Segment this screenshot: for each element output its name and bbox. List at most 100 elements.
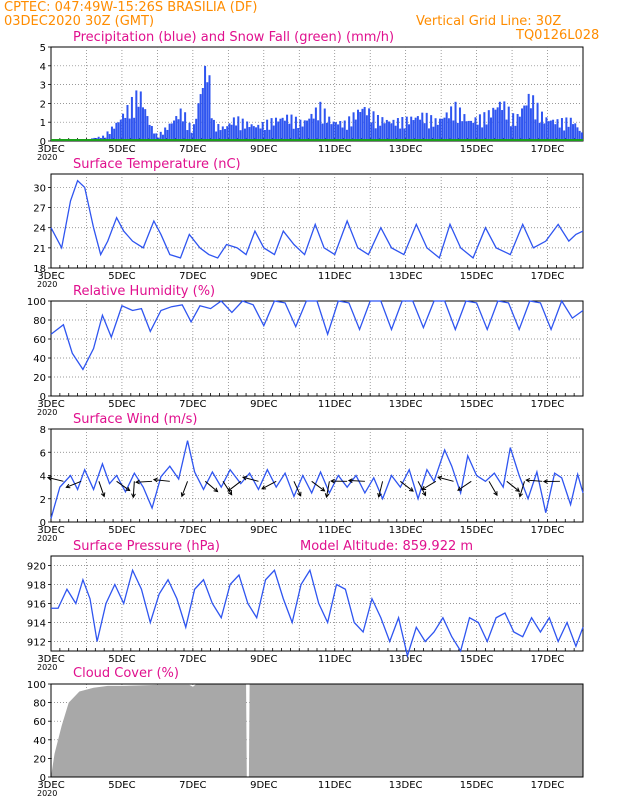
precip-bar xyxy=(325,122,328,141)
precip-bar xyxy=(270,118,273,141)
precip-bar xyxy=(396,118,399,141)
y-tick-label: 4 xyxy=(40,472,46,483)
x-tick-label: 17DEC xyxy=(531,144,565,155)
precip-bar xyxy=(379,125,382,141)
x-tick-label: 15DEC xyxy=(460,271,494,282)
precip-bar xyxy=(175,116,178,141)
precip-bar xyxy=(538,122,541,141)
precip-bar xyxy=(556,119,559,141)
precip-bar xyxy=(465,121,468,141)
y-tick-label: 40 xyxy=(33,736,46,747)
precip-bar xyxy=(354,119,357,141)
x-tick-label: 5DEC xyxy=(108,399,135,410)
precip-bar xyxy=(443,117,446,141)
precip-bar xyxy=(485,124,488,141)
precip-bar xyxy=(144,109,147,141)
y-tick-label: 80 xyxy=(33,699,46,710)
x-tick-label: 17DEC xyxy=(531,399,565,410)
wind-arrow-head xyxy=(213,487,219,493)
precip-bar xyxy=(492,107,495,141)
precip-bar xyxy=(514,125,517,141)
precip-bar xyxy=(407,124,410,141)
panel-frame xyxy=(50,428,584,523)
precip-bar xyxy=(237,116,240,141)
y-tick-label: 916 xyxy=(27,600,46,611)
precip-bar xyxy=(507,106,510,141)
x-tick-label: 5DEC xyxy=(108,525,135,536)
wind-arrow-head xyxy=(408,487,414,492)
x-tick-label: 17DEC xyxy=(531,780,565,791)
x-tick-label: 5DEC xyxy=(108,271,135,282)
precip-bar xyxy=(241,118,244,141)
precip-bar xyxy=(259,128,262,141)
precip-bar xyxy=(232,117,235,141)
y-tick-label: 20 xyxy=(33,754,46,765)
wind-arrow-head xyxy=(457,486,463,491)
precip-bar xyxy=(246,121,249,141)
series-line xyxy=(50,179,584,260)
y-tick-label: 100 xyxy=(27,680,46,691)
precip-bar xyxy=(370,122,373,141)
precip-bar xyxy=(177,119,180,141)
precip-bar xyxy=(150,126,153,141)
y-tick-label: 40 xyxy=(33,354,46,365)
precip-bar xyxy=(350,126,353,141)
precip-bar xyxy=(410,116,413,141)
precip-bar xyxy=(388,121,391,141)
precip-bar xyxy=(412,120,415,141)
wind-arrow xyxy=(326,481,330,498)
precip-bar xyxy=(505,119,508,141)
precip-bar xyxy=(122,113,125,141)
precip-bar xyxy=(372,111,375,141)
precip-bar xyxy=(115,122,118,141)
precip-bar xyxy=(186,130,189,141)
precip-bar xyxy=(108,134,111,141)
y-tick-label: 920 xyxy=(27,562,46,573)
precip-bar xyxy=(197,103,200,141)
precip-bar xyxy=(137,106,140,141)
x-tick-label: 3DEC xyxy=(37,654,64,665)
y-tick-label: 60 xyxy=(33,717,46,728)
precip-bar xyxy=(332,121,335,141)
precip-bar xyxy=(314,107,317,141)
precip-bar xyxy=(321,123,324,141)
precip-bar xyxy=(248,127,251,141)
precip-bar xyxy=(467,120,470,141)
precip-bar xyxy=(228,123,231,141)
panel-frame xyxy=(50,173,584,269)
year-label: 2020 xyxy=(37,153,57,162)
precip-bar xyxy=(383,123,386,141)
wind-arrow-head xyxy=(46,475,52,481)
precip-bar xyxy=(352,112,355,141)
wind-arrow xyxy=(132,481,135,498)
precip-bar xyxy=(113,128,116,141)
precip-bar xyxy=(580,132,583,141)
x-tick-label: 5DEC xyxy=(108,144,135,155)
x-tick-label: 13DEC xyxy=(389,271,423,282)
y-tick-label: 914 xyxy=(27,619,46,630)
x-tick-label: 15DEC xyxy=(460,525,494,536)
precip-bar xyxy=(423,123,426,141)
precip-bar xyxy=(569,117,572,141)
panel-title: Surface Temperature (nC) xyxy=(73,157,241,172)
wind-arrow xyxy=(181,481,189,497)
precip-bar xyxy=(481,127,484,141)
precip-bar xyxy=(421,112,424,141)
header-grid-note: Vertical Grid Line: 30Z xyxy=(416,14,562,29)
y-tick-label: 6 xyxy=(40,448,46,459)
x-tick-label: 15DEC xyxy=(460,780,494,791)
precip-bar xyxy=(124,117,127,141)
precip-bar xyxy=(494,109,497,141)
precip-bar xyxy=(529,108,532,141)
precip-bar xyxy=(173,120,176,141)
year-label: 2020 xyxy=(37,789,57,798)
precip-bar xyxy=(543,123,546,141)
precip-bar xyxy=(290,114,293,141)
precip-bar xyxy=(496,107,499,141)
series-line xyxy=(51,568,584,659)
precip-bar xyxy=(274,117,277,141)
precip-bar xyxy=(463,114,466,141)
y-tick-label: 0 xyxy=(40,392,46,403)
precip-bar xyxy=(306,120,309,141)
precip-bar xyxy=(490,117,493,141)
